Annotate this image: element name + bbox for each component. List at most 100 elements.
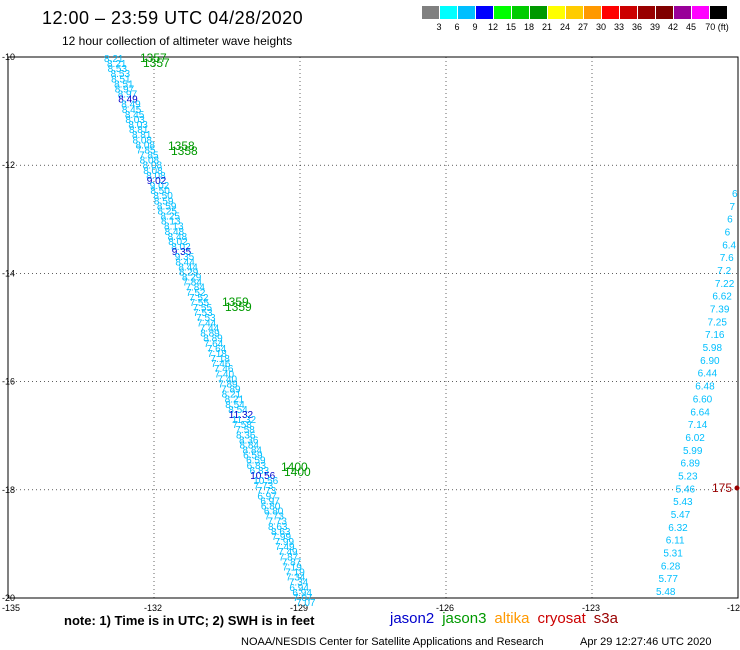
swh-label-shadow: 7.46 [214, 364, 234, 375]
colorbar-swatch [638, 6, 656, 19]
swh-label-east: 6.62 [712, 292, 732, 303]
swh-label-shadow: 7.64 [207, 344, 227, 355]
swh-label-shadow: 8.84 [243, 445, 263, 456]
lon-tick-label: -135 [2, 603, 20, 613]
swh-label-east: 6.64 [690, 407, 710, 418]
swh-label: 7.55 [190, 298, 210, 309]
colorbar-tick-label: 70 (ft) [705, 22, 729, 32]
swh-label-shadow: 8.48 [168, 232, 188, 243]
swh-label-shadow: 8.89 [203, 334, 223, 345]
swh-label-shadow: 6.94 [292, 588, 312, 599]
swh-label-east: 7.25 [707, 317, 727, 328]
time-label: 1357 [140, 51, 167, 65]
swh-label-shadow: 7.53 [196, 313, 216, 324]
swh-label-east: 5.46 [676, 484, 696, 495]
swh-label: 7.87 [279, 552, 299, 563]
colorbar-swatch [458, 6, 476, 19]
swh-label: 6.83 [247, 461, 267, 472]
swh-label: 8.48 [165, 227, 185, 238]
swh-label-shadow: 7.73 [257, 486, 277, 497]
swh-label: 7.49 [275, 542, 295, 553]
satellite-legend-altika: altika [494, 610, 530, 627]
swh-label-east: 7.14 [688, 420, 708, 431]
swh-label: 7.07 [293, 593, 313, 604]
satellite-legend: jason2 jason3 altika cryosat s3a [390, 610, 626, 627]
swh-label: 8.02 [168, 237, 188, 248]
swh-label: 7.46 [211, 359, 231, 370]
swh-label: 9.35 [172, 247, 192, 258]
swh-label-shadow: 6.80 [264, 506, 284, 517]
swh-label-east: 6 [727, 215, 733, 226]
swh-label: 7.19 [282, 562, 302, 573]
lat-tick-label: -10 [2, 52, 15, 62]
lon-tick-label: -132 [144, 603, 162, 613]
swh-label-east: 6.60 [693, 394, 713, 405]
swh-label-east: 7 [730, 202, 736, 213]
swh-label-shadow: 8.59 [157, 201, 177, 212]
swh-label: 7.89 [218, 379, 238, 390]
colorbar-swatch [422, 6, 440, 19]
swh-label-shadow: 8.50 [153, 191, 173, 202]
colorbar-tick-label: 21 [541, 22, 552, 32]
colorbar-swatch [494, 6, 512, 19]
swh-label: 7.99 [272, 532, 292, 543]
swh-label: 7.58 [232, 420, 252, 431]
colorbar-tick-label: 30 [595, 22, 606, 32]
map-frame [7, 56, 739, 599]
colorbar-swatch [620, 6, 638, 19]
swh-label: 8.21 [104, 54, 124, 65]
swh-label-east: 7.6 [720, 253, 734, 264]
swh-label-east: 6.48 [695, 382, 715, 393]
swh-label-east: 6.90 [700, 356, 720, 367]
swh-label: 8.25 [157, 207, 177, 218]
time-label-shadow: 1357 [143, 56, 170, 70]
swh-label-east: 5.98 [703, 343, 723, 354]
time-label-shadow: 1400 [284, 465, 311, 479]
time-marker-east [734, 485, 740, 491]
swh-label: 8.54 [225, 400, 245, 411]
colorbar-tick-label: 12 [487, 22, 498, 32]
swh-label: 7.73 [264, 512, 284, 523]
colorbar-swatch [566, 6, 584, 19]
swh-label-east: 5.47 [671, 510, 691, 521]
lon-tick-label: -123 [582, 603, 600, 613]
swh-label-shadow: 6.83 [250, 466, 270, 477]
swh-label-shadow: 9.02 [150, 181, 170, 192]
swh-label-shadow: 7.58 [235, 425, 255, 436]
swh-label: 8.51 [111, 74, 131, 85]
swh-label-shadow: 8.08 [146, 171, 166, 182]
swh-label: 7.64 [204, 339, 224, 350]
swh-label-shadow: 8.29 [182, 273, 202, 284]
swh-label: 8.84 [240, 440, 260, 451]
swh-label-shadow: 6.97 [260, 496, 280, 507]
colorbar-swatch [530, 6, 548, 19]
swh-label: 8.03 [125, 115, 145, 126]
colorbar-tick-label: 18 [523, 22, 534, 32]
lat-tick-label: -16 [2, 377, 15, 387]
swh-label-shadow: 8.25 [160, 212, 180, 223]
swh-label: 8.21 [222, 390, 242, 401]
colorbar-swatch [548, 6, 566, 19]
footer-timestamp: Apr 29 12:27:46 UTC 2020 [580, 636, 712, 648]
swh-label: 7.53 [193, 308, 213, 319]
swh-label-shadow: 7.55 [193, 303, 213, 314]
swh-label: 8.08 [133, 135, 153, 146]
swh-label: 7.52 [186, 288, 206, 299]
swh-label: 7.84 [182, 278, 202, 289]
colorbar-tick-label: 45 [685, 22, 696, 32]
chart-subtitle: 12 hour collection of altimeter wave hei… [62, 34, 293, 48]
swh-label-shadow: 7.99 [275, 537, 295, 548]
swh-label: 8.89 [200, 329, 220, 340]
time-label: 1400 [281, 460, 308, 474]
colorbar-swatch [602, 6, 620, 19]
swh-label-east: 7.39 [710, 305, 730, 316]
swh-label: 6.94 [289, 583, 309, 594]
swh-label-shadow: 7.44 [200, 323, 220, 334]
colorbar-swatch [692, 6, 710, 19]
satellite-tracks: 8.218.218.538.538.518.518.978.978.498.49… [104, 51, 740, 609]
footer-credit: NOAA/NESDIS Center for Satellite Applica… [241, 636, 544, 648]
swh-label: 7.85 [136, 146, 156, 157]
swh-label-shadow: 7.34 [289, 578, 309, 589]
colorbar-swatch [584, 6, 602, 19]
colorbar-tick-label: 36 [631, 22, 642, 32]
